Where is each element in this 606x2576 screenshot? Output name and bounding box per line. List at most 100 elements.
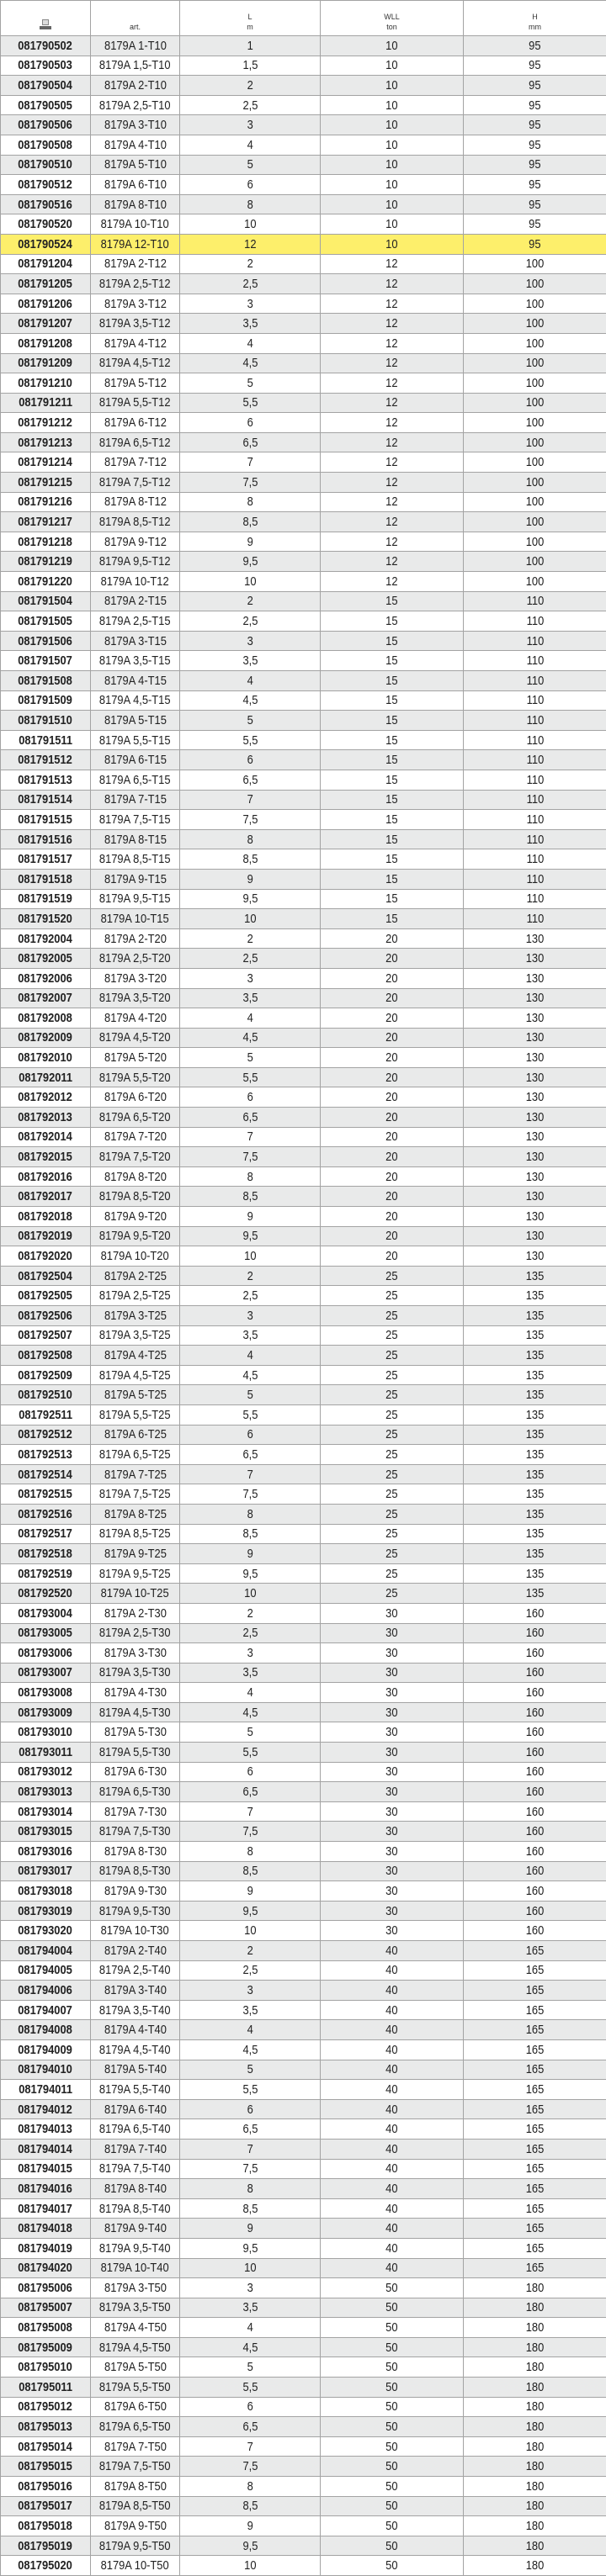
table-row[interactable]: 0817940128179A 6-T40640165 xyxy=(1,2099,606,2119)
table-row[interactable]: 0817915148179A 7-T15715110 xyxy=(1,790,606,810)
table-row[interactable]: 0817915168179A 8-T15815110 xyxy=(1,829,606,849)
table-row[interactable]: 0817950168179A 8-T50850180 xyxy=(1,2477,606,2497)
table-row[interactable]: 0817905058179A 2,5-T102,51095 xyxy=(1,95,606,115)
table-row[interactable]: 0817912108179A 5-T12512100 xyxy=(1,373,606,394)
table-row[interactable]: 0817912048179A 2-T12212100 xyxy=(1,254,606,274)
table-row[interactable]: 0817940088179A 4-T40440165 xyxy=(1,2020,606,2040)
table-row[interactable]: 0817930108179A 5-T30530160 xyxy=(1,1722,606,1743)
table-row[interactable]: 0817925168179A 8-T25825135 xyxy=(1,1504,606,1524)
table-row[interactable]: 0817950148179A 7-T50750180 xyxy=(1,2436,606,2457)
table-row[interactable]: 0817925178179A 8,5-T258,525135 xyxy=(1,1524,606,1544)
table-row[interactable]: 0817940178179A 8,5-T408,540165 xyxy=(1,2198,606,2219)
table-row[interactable]: 0817915208179A 10-T151015110 xyxy=(1,909,606,929)
table-row[interactable]: 0817925108179A 5-T25525135 xyxy=(1,1385,606,1405)
table-row[interactable]: 0817925128179A 6-T25625135 xyxy=(1,1425,606,1445)
table-row[interactable]: 0817915098179A 4,5-T154,515110 xyxy=(1,690,606,711)
table-row[interactable]: 0817915088179A 4-T15415110 xyxy=(1,671,606,691)
table-row[interactable]: 0817915138179A 6,5-T156,515110 xyxy=(1,770,606,790)
table-row[interactable]: 0817930148179A 7-T30730160 xyxy=(1,1801,606,1822)
table-row[interactable]: 0817925088179A 4-T25425135 xyxy=(1,1346,606,1366)
table-row[interactable]: 0817950198179A 9,5-T509,550180 xyxy=(1,2536,606,2556)
table-row[interactable]: 0817920088179A 4-T20420130 xyxy=(1,1008,606,1029)
table-row[interactable]: 0817930118179A 5,5-T305,530160 xyxy=(1,1743,606,1763)
table-row[interactable]: 0817920068179A 3-T20320130 xyxy=(1,968,606,988)
table-row[interactable]: 0817930178179A 8,5-T308,530160 xyxy=(1,1861,606,1881)
table-row[interactable]: 0817920208179A 10-T201020130 xyxy=(1,1246,606,1267)
table-row[interactable]: 0817912148179A 7-T12712100 xyxy=(1,452,606,473)
table-row[interactable]: 0817915078179A 3,5-T153,515110 xyxy=(1,651,606,671)
table-row[interactable]: 0817940188179A 9-T40940165 xyxy=(1,2219,606,2239)
table-row[interactable]: 0817930048179A 2-T30230160 xyxy=(1,1603,606,1623)
table-row[interactable]: 0817920058179A 2,5-T202,520130 xyxy=(1,949,606,969)
table-row[interactable]: 0817950078179A 3,5-T503,550180 xyxy=(1,2298,606,2318)
table-row[interactable]: 0817905048179A 2-T1021095 xyxy=(1,76,606,96)
table-row[interactable]: 0817905248179A 12-T10121095 xyxy=(1,234,606,254)
table-row[interactable]: 0817905038179A 1,5-T101,51095 xyxy=(1,56,606,76)
table-row[interactable]: 0817912178179A 8,5-T128,512100 xyxy=(1,512,606,532)
table-row[interactable]: 0817905208179A 10-T10101095 xyxy=(1,214,606,235)
table-row[interactable]: 0817925048179A 2-T25225135 xyxy=(1,1266,606,1286)
table-row[interactable]: 0817925138179A 6,5-T256,525135 xyxy=(1,1445,606,1465)
table-row[interactable]: 0817940118179A 5,5-T405,540165 xyxy=(1,2080,606,2100)
table-row[interactable]: 0817920198179A 9,5-T209,520130 xyxy=(1,1226,606,1246)
table-row[interactable]: 0817920078179A 3,5-T203,520130 xyxy=(1,988,606,1008)
table-row[interactable]: 0817925188179A 9-T25925135 xyxy=(1,1544,606,1564)
table-row[interactable]: 0817940098179A 4,5-T404,540165 xyxy=(1,2039,606,2060)
table-row[interactable]: 0817950188179A 9-T50950180 xyxy=(1,2516,606,2536)
table-row[interactable]: 0817915198179A 9,5-T159,515110 xyxy=(1,889,606,909)
table-row[interactable]: 0817912118179A 5,5-T125,512100 xyxy=(1,393,606,413)
table-row[interactable]: 0817920138179A 6,5-T206,520130 xyxy=(1,1108,606,1128)
table-row[interactable]: 0817930188179A 9-T30930160 xyxy=(1,1881,606,1902)
table-row[interactable]: 0817912138179A 6,5-T126,512100 xyxy=(1,432,606,452)
table-row[interactable]: 0817920048179A 2-T20220130 xyxy=(1,928,606,949)
table-row[interactable]: 0817950178179A 8,5-T508,550180 xyxy=(1,2496,606,2516)
table-row[interactable]: 0817915178179A 8,5-T158,515110 xyxy=(1,849,606,870)
table-row[interactable]: 0817930058179A 2,5-T302,530160 xyxy=(1,1623,606,1643)
table-row[interactable]: 0817950158179A 7,5-T507,550180 xyxy=(1,2457,606,2477)
table-row[interactable]: 0817925078179A 3,5-T253,525135 xyxy=(1,1325,606,1346)
table-row[interactable]: 0817915118179A 5,5-T155,515110 xyxy=(1,730,606,750)
table-row[interactable]: 0817925148179A 7-T25725135 xyxy=(1,1464,606,1484)
table-row[interactable]: 0817950108179A 5-T50550180 xyxy=(1,2357,606,2378)
table-row[interactable]: 0817925158179A 7,5-T257,525135 xyxy=(1,1484,606,1505)
table-row[interactable]: 0817912128179A 6-T12612100 xyxy=(1,413,606,433)
table-row[interactable]: 0817925058179A 2,5-T252,525135 xyxy=(1,1286,606,1306)
table-row[interactable]: 0817912198179A 9,5-T129,512100 xyxy=(1,552,606,572)
table-row[interactable]: 0817912168179A 8-T12812100 xyxy=(1,492,606,512)
table-row[interactable]: 0817920168179A 8-T20820130 xyxy=(1,1166,606,1187)
table-row[interactable]: 0817930168179A 8-T30830160 xyxy=(1,1842,606,1862)
table-row[interactable]: 0817950138179A 6,5-T506,550180 xyxy=(1,2417,606,2437)
table-row[interactable]: 0817930158179A 7,5-T307,530160 xyxy=(1,1822,606,1842)
table-row[interactable]: 0817912208179A 10-T121012100 xyxy=(1,572,606,592)
table-row[interactable]: 0817920118179A 5,5-T205,520130 xyxy=(1,1067,606,1087)
table-row[interactable]: 0817912098179A 4,5-T124,512100 xyxy=(1,353,606,373)
table-row[interactable]: 0817930088179A 4-T30430160 xyxy=(1,1683,606,1703)
table-row[interactable]: 0817912088179A 4-T12412100 xyxy=(1,333,606,353)
table-row[interactable]: 0817915128179A 6-T15615110 xyxy=(1,750,606,770)
table-row[interactable]: 0817925208179A 10-T251025135 xyxy=(1,1584,606,1604)
table-row[interactable]: 0817940058179A 2,5-T402,540165 xyxy=(1,1960,606,1981)
table-row[interactable]: 0817950088179A 4-T50450180 xyxy=(1,2318,606,2338)
table-row[interactable]: 0817950128179A 6-T50650180 xyxy=(1,2397,606,2417)
table-row[interactable]: 0817940068179A 3-T40340165 xyxy=(1,1981,606,2001)
table-row[interactable]: 0817920098179A 4,5-T204,520130 xyxy=(1,1028,606,1048)
table-row[interactable]: 0817920148179A 7-T20720130 xyxy=(1,1127,606,1147)
table-row[interactable]: 0817930138179A 6,5-T306,530160 xyxy=(1,1782,606,1802)
table-row[interactable]: 0817905068179A 3-T1031095 xyxy=(1,115,606,135)
table-row[interactable]: 0817905168179A 8-T1081095 xyxy=(1,194,606,214)
table-row[interactable]: 0817940198179A 9,5-T409,540165 xyxy=(1,2238,606,2258)
table-row[interactable]: 0817940148179A 7-T40740165 xyxy=(1,2139,606,2159)
table-row[interactable]: 0817940108179A 5-T40540165 xyxy=(1,2060,606,2080)
table-row[interactable]: 0817912188179A 9-T12912100 xyxy=(1,532,606,552)
table-row[interactable]: 0817950098179A 4,5-T504,550180 xyxy=(1,2337,606,2357)
table-row[interactable]: 0817950118179A 5,5-T505,550180 xyxy=(1,2378,606,2398)
table-row[interactable]: 0817912058179A 2,5-T122,512100 xyxy=(1,274,606,294)
table-row[interactable]: 0817940138179A 6,5-T406,540165 xyxy=(1,2119,606,2140)
table-row[interactable]: 0817912158179A 7,5-T127,512100 xyxy=(1,473,606,493)
table-row[interactable]: 0817940048179A 2-T40240165 xyxy=(1,1941,606,1961)
table-row[interactable]: 0817905108179A 5-T1051095 xyxy=(1,155,606,175)
table-row[interactable]: 0817925068179A 3-T25325135 xyxy=(1,1306,606,1326)
table-row[interactable]: 0817920128179A 6-T20620130 xyxy=(1,1087,606,1108)
table-row[interactable]: 0817920178179A 8,5-T208,520130 xyxy=(1,1187,606,1207)
table-row[interactable]: 0817920188179A 9-T20920130 xyxy=(1,1207,606,1227)
